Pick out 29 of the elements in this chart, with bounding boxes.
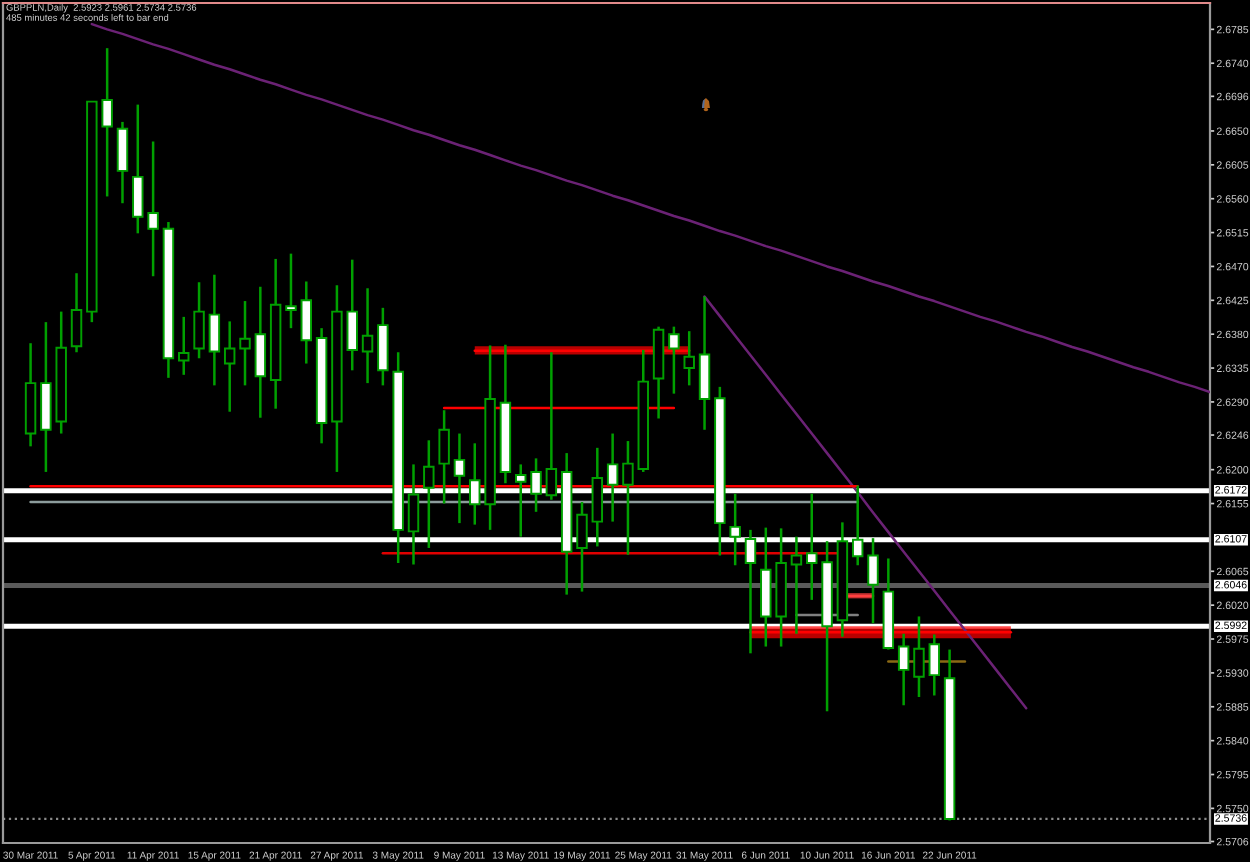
candlestick — [591, 446, 604, 548]
candlestick — [622, 439, 634, 556]
candlestick — [254, 285, 267, 419]
candlestick — [178, 315, 190, 377]
candlestick — [193, 281, 205, 360]
candlestick — [928, 633, 941, 697]
candlestick — [285, 252, 297, 330]
candlestick — [423, 439, 435, 550]
candlestick — [698, 295, 711, 432]
candlestick — [576, 500, 588, 593]
candlestick — [377, 306, 389, 387]
line-series — [90, 22, 1210, 394]
candlestick — [407, 463, 420, 566]
candlestick — [668, 325, 680, 395]
candlestick — [913, 615, 925, 699]
candlestick — [70, 271, 83, 354]
candlestick — [790, 535, 803, 635]
candlestick — [239, 299, 251, 387]
candlestick — [361, 287, 374, 385]
candlestick — [300, 280, 312, 365]
candlestick — [683, 329, 695, 387]
candlestick — [897, 632, 910, 707]
candlestick — [438, 408, 450, 505]
candlestick — [346, 258, 358, 372]
candlestick — [208, 273, 221, 387]
candlestick — [223, 320, 236, 413]
line-series — [703, 295, 1028, 710]
candlestick — [116, 120, 129, 205]
candlestick — [545, 351, 558, 502]
